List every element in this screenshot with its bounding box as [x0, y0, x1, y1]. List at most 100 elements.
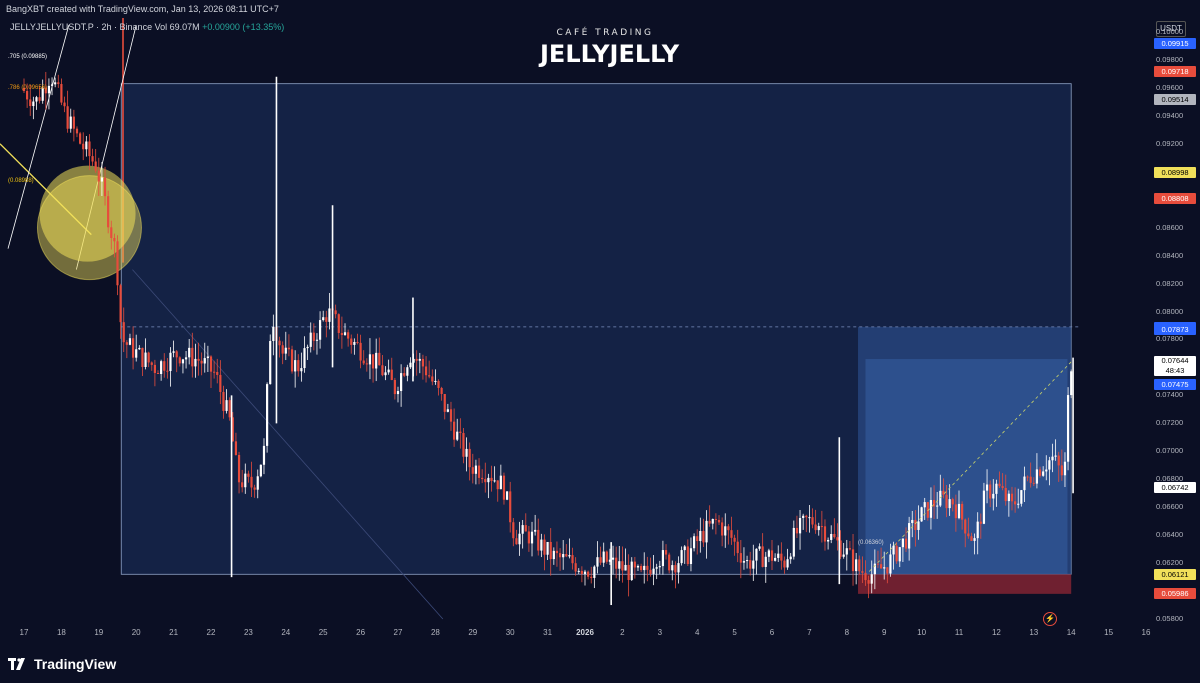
candle-body: [496, 480, 499, 490]
candle-body: [767, 550, 770, 557]
candle-body: [848, 548, 852, 550]
alert-bolt-icon[interactable]: ⚡: [1043, 612, 1057, 626]
candle-body: [814, 524, 817, 531]
candle-body: [948, 499, 951, 509]
time-tick-label: 15: [1104, 628, 1114, 637]
candle-body: [47, 85, 51, 94]
fib-line-1: [7, 24, 70, 249]
price-tag: 0.05986: [1154, 587, 1196, 599]
candle-body: [630, 561, 633, 581]
candle-body: [437, 380, 440, 388]
time-tick-label: 6: [769, 628, 775, 637]
candle-body: [184, 357, 188, 360]
candle-body: [736, 541, 739, 554]
brand-title: JELLYJELLY: [540, 40, 680, 68]
candle-body: [562, 554, 565, 558]
candle-body: [75, 128, 79, 134]
time-axis[interactable]: 17 18 19 20 21 22 23 24 25 26 27 28 29 30 31 2026 2 3 4 5 6 7…: [0, 626, 1151, 640]
fib-circle-inner: [39, 165, 136, 262]
tradingview-logo-icon: [8, 658, 25, 670]
candle-body: [961, 503, 964, 520]
candle-body: [384, 372, 387, 376]
candle-body: [160, 361, 163, 374]
symbol-volume: Vol 69.07M: [154, 22, 200, 32]
candle-body: [328, 308, 331, 322]
candle-body: [368, 354, 372, 365]
candle-body: [674, 565, 677, 573]
price-tick-label: 0.07200: [1156, 418, 1184, 428]
candle-body: [131, 338, 135, 358]
candle-body: [113, 238, 116, 242]
candle-body: [979, 521, 982, 524]
candle-body: [867, 580, 870, 584]
candle-body: [32, 101, 35, 107]
candle-body: [381, 365, 384, 376]
time-tick-label: 19: [94, 628, 104, 637]
candle-body: [38, 97, 41, 101]
time-tick-label: 22: [206, 628, 216, 637]
candle-body: [942, 490, 945, 495]
candle-body: [1063, 461, 1067, 476]
time-tick-label: 8: [844, 628, 850, 637]
candle-body: [135, 349, 138, 358]
candle-body: [876, 563, 880, 565]
candle-body: [593, 566, 596, 578]
candle-body: [144, 352, 147, 367]
symbol-legend[interactable]: JELLYJELLYUSDT.P · 2h · Binance Vol 69.0…: [10, 22, 284, 32]
candle-body: [278, 340, 281, 346]
price-chart[interactable]: [0, 0, 1152, 626]
candle-body: [415, 358, 418, 361]
time-tick-label: 14: [1066, 628, 1076, 637]
candle-body: [499, 475, 502, 490]
candle-body: [322, 317, 325, 321]
candle-body: [936, 505, 939, 507]
price-axis[interactable]: 0.100000.098000.096000.094000.092000.090…: [1152, 18, 1200, 623]
candle-body: [375, 352, 378, 369]
candle-body: [515, 538, 518, 545]
price-tick-label: 0.06800: [1156, 474, 1184, 484]
candle-body: [611, 557, 615, 560]
price-tick-label: 0.09400: [1156, 110, 1184, 120]
currency-selector[interactable]: USDT: [1156, 21, 1186, 37]
candle-body: [337, 314, 340, 333]
candle-body: [347, 332, 350, 339]
time-tick-label: 29: [468, 628, 478, 637]
candle-body: [926, 502, 929, 518]
candle-body: [967, 533, 970, 537]
candle-body: [780, 553, 783, 561]
candle-body: [91, 156, 94, 162]
candle-body: [409, 362, 412, 368]
candle-body: [241, 482, 244, 488]
candle-body: [577, 570, 580, 572]
price-tick-label: 0.08000: [1156, 306, 1184, 316]
projection-line: [868, 361, 1072, 572]
candle-body: [290, 349, 294, 372]
candle-body: [41, 87, 44, 101]
candle-body: [805, 515, 808, 518]
candle-body: [343, 332, 347, 336]
candle-body: [147, 352, 150, 363]
candle-body: [808, 517, 811, 519]
candle-body: [708, 520, 711, 524]
candle-body: [755, 548, 758, 561]
candle-body: [883, 567, 886, 569]
candle-body: [587, 571, 590, 577]
tradingview-logo[interactable]: TradingView: [8, 656, 116, 672]
candle-body: [259, 464, 262, 477]
candle-body: [864, 572, 867, 581]
price-tick-label: 0.07400: [1156, 390, 1184, 400]
candle-body: [521, 525, 524, 534]
candle-body: [711, 518, 714, 524]
candle-body: [823, 526, 827, 542]
time-tick-label: 27: [393, 628, 403, 637]
candle-body: [992, 493, 995, 499]
price-tick-label: 0.07800: [1156, 334, 1184, 344]
price-tag: 0.09915: [1154, 38, 1196, 50]
candle-body: [633, 561, 636, 568]
candle-body: [1029, 476, 1032, 483]
candle-body: [954, 504, 957, 519]
candle-body: [976, 521, 979, 539]
candle-body: [683, 546, 686, 551]
candle-body: [636, 565, 640, 568]
candle-body: [490, 477, 493, 481]
